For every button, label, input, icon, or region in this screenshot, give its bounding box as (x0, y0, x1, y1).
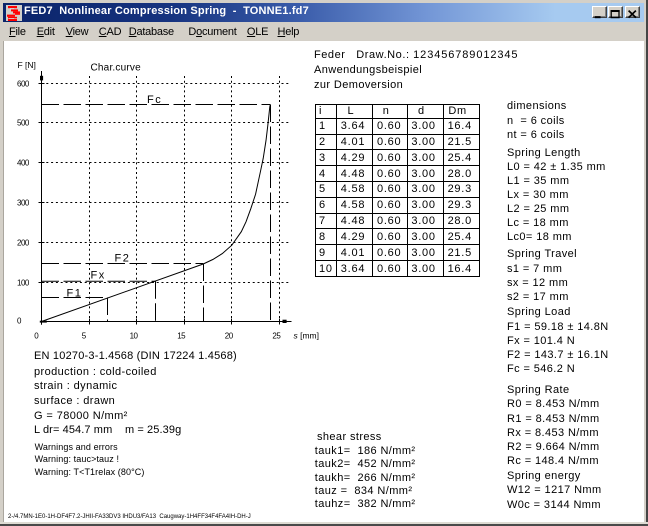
svg-text:0: 0 (34, 331, 39, 340)
svg-text:Char.curve: Char.curve (91, 63, 142, 74)
svg-text:5: 5 (82, 331, 87, 340)
svg-text:100: 100 (17, 278, 30, 287)
svg-text:300: 300 (17, 199, 30, 208)
svg-text:15: 15 (177, 331, 186, 340)
svg-text:20: 20 (225, 331, 234, 340)
svg-text:F [N]: F [N] (18, 60, 36, 70)
svg-text:25: 25 (272, 331, 281, 340)
svg-text:400: 400 (17, 159, 30, 168)
svg-text:0: 0 (17, 317, 22, 326)
svg-text:F1: F1 (67, 287, 83, 299)
svg-text:600: 600 (17, 80, 30, 89)
svg-text:200: 200 (17, 239, 30, 248)
svg-text:10: 10 (130, 331, 139, 340)
svg-text:Fc: Fc (147, 94, 162, 106)
svg-text:500: 500 (17, 119, 30, 128)
svg-text:Fx: Fx (91, 269, 106, 281)
svg-text:F2: F2 (115, 252, 131, 264)
svg-text:s [mm]: s [mm] (294, 331, 320, 341)
